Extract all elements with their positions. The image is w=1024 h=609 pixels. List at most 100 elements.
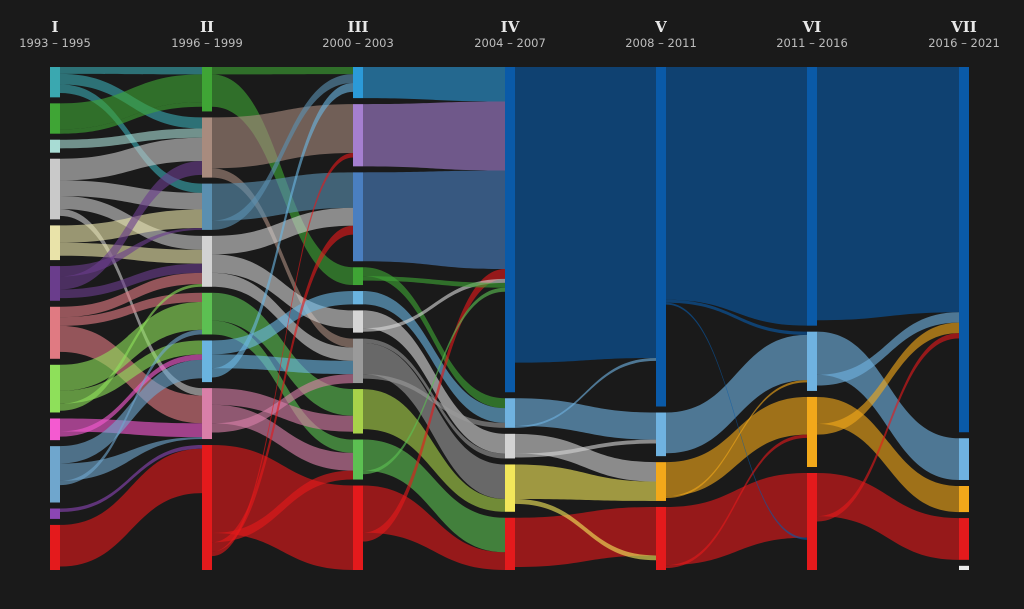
column-period-2: 1996 – 1999: [171, 36, 243, 50]
node-1-5[interactable]: [50, 225, 60, 261]
period-nodes: [50, 67, 969, 570]
node-1-2[interactable]: [50, 103, 60, 134]
flow-link: [60, 242, 202, 264]
flow-link: [60, 354, 202, 437]
flow-link: [60, 137, 202, 181]
flow-link: [817, 67, 959, 321]
column-period-4: 2004 – 2007: [474, 36, 546, 50]
flow-link: [515, 398, 656, 440]
flow-link: [60, 329, 202, 486]
node-3-9[interactable]: [353, 439, 363, 480]
node-1-4[interactable]: [50, 158, 60, 220]
node-2-5[interactable]: [202, 292, 212, 335]
node-5-4[interactable]: [656, 506, 666, 570]
node-3-4[interactable]: [353, 267, 363, 286]
node-1-12[interactable]: [50, 524, 60, 570]
flow-link: [363, 170, 505, 270]
node-2-7[interactable]: [202, 388, 212, 440]
flow-link: [60, 292, 202, 326]
flow-link: [817, 473, 959, 560]
node-3-2[interactable]: [353, 104, 363, 167]
node-1-7[interactable]: [50, 306, 60, 359]
node-6-1[interactable]: [807, 67, 817, 326]
node-6-2[interactable]: [807, 331, 817, 391]
node-3-5[interactable]: [353, 291, 363, 305]
flow-link: [212, 67, 353, 75]
flow-link: [212, 254, 353, 329]
column-period-1: 1993 – 1995: [19, 36, 91, 50]
flow-link: [60, 448, 202, 567]
column-period-3: 2000 – 2003: [322, 36, 394, 50]
flow-link: [666, 67, 807, 326]
flow-link: [515, 358, 656, 428]
node-3-1[interactable]: [353, 67, 363, 99]
node-2-2[interactable]: [202, 117, 212, 178]
node-4-1[interactable]: [505, 67, 515, 393]
flow-link: [363, 276, 505, 288]
column-number-3: III: [347, 18, 368, 36]
node-1-6[interactable]: [50, 266, 60, 301]
flow-link: [60, 445, 202, 512]
flow-link: [515, 67, 656, 363]
flow-link: [60, 418, 202, 438]
node-7-5[interactable]: [959, 565, 969, 570]
node-7-4[interactable]: [959, 518, 969, 560]
node-4-4[interactable]: [505, 464, 515, 512]
flow-link: [212, 225, 353, 552]
node-4-3[interactable]: [505, 433, 515, 459]
node-5-3[interactable]: [656, 462, 666, 501]
flow-link: [363, 374, 505, 428]
node-2-1[interactable]: [202, 67, 212, 112]
column-number-1: I: [51, 18, 58, 36]
flow-link: [60, 437, 202, 481]
flow-links: [60, 67, 959, 570]
node-1-11[interactable]: [50, 508, 60, 519]
node-3-10[interactable]: [353, 485, 363, 570]
flow-link: [363, 291, 505, 423]
node-1-1[interactable]: [50, 67, 60, 98]
node-1-3[interactable]: [50, 139, 60, 153]
node-2-4[interactable]: [202, 235, 212, 287]
flow-link: [60, 208, 202, 396]
node-2-8[interactable]: [202, 445, 212, 570]
node-3-7[interactable]: [353, 338, 363, 384]
node-4-5[interactable]: [505, 517, 515, 570]
node-1-9[interactable]: [50, 418, 60, 441]
node-7-2[interactable]: [959, 438, 969, 480]
node-2-3[interactable]: [202, 183, 212, 230]
node-3-3[interactable]: [353, 172, 363, 262]
node-2-6[interactable]: [202, 340, 212, 383]
column-number-6: VI: [802, 18, 822, 36]
node-6-4[interactable]: [807, 473, 817, 570]
node-7-3[interactable]: [959, 485, 969, 513]
flow-link: [212, 470, 353, 543]
node-1-10[interactable]: [50, 446, 60, 503]
node-6-3[interactable]: [807, 396, 817, 467]
node-7-1[interactable]: [959, 67, 969, 433]
column-period-7: 2016 – 2021: [928, 36, 1000, 50]
flow-link: [212, 74, 353, 230]
flow-link: [817, 312, 959, 386]
flow-link: [666, 302, 807, 540]
node-5-2[interactable]: [656, 412, 666, 457]
node-1-8[interactable]: [50, 364, 60, 413]
flow-link: [212, 168, 353, 348]
flow-link: [363, 67, 505, 102]
flow-link: [212, 104, 353, 169]
column-period-6: 2011 – 2016: [776, 36, 848, 50]
column-number-7: VII: [950, 18, 977, 36]
flow-link: [60, 102, 202, 134]
node-3-8[interactable]: [353, 389, 363, 434]
flow-link: [60, 340, 202, 404]
node-3-6[interactable]: [353, 310, 363, 333]
node-4-2[interactable]: [505, 398, 515, 428]
flow-link: [60, 284, 202, 411]
flow-link: [60, 128, 202, 149]
node-5-1[interactable]: [656, 67, 666, 407]
flow-link: [212, 354, 353, 375]
flow-link: [666, 299, 807, 335]
flow-link: [666, 473, 807, 566]
flow-link: [60, 180, 202, 210]
